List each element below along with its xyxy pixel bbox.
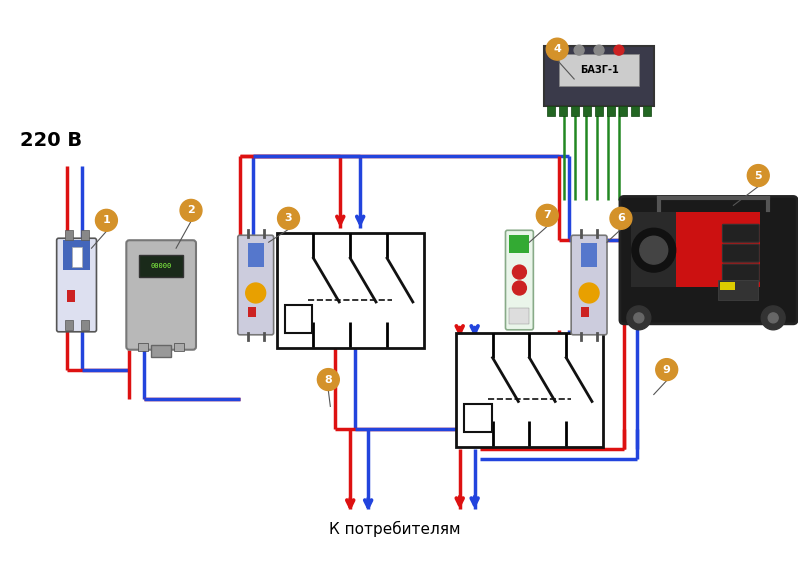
Circle shape — [614, 45, 624, 55]
Bar — [66, 290, 74, 302]
Bar — [510, 235, 530, 253]
Circle shape — [656, 359, 678, 380]
Text: 5: 5 — [754, 171, 762, 180]
Bar — [81, 320, 89, 330]
Bar — [248, 243, 264, 267]
FancyBboxPatch shape — [722, 264, 759, 282]
Circle shape — [546, 38, 568, 60]
Bar — [174, 343, 184, 351]
Circle shape — [640, 236, 668, 264]
Circle shape — [278, 208, 299, 229]
Bar — [571, 106, 579, 116]
Circle shape — [536, 205, 558, 227]
Circle shape — [513, 281, 526, 295]
Circle shape — [180, 199, 202, 221]
FancyBboxPatch shape — [571, 235, 607, 335]
FancyBboxPatch shape — [620, 197, 797, 324]
FancyBboxPatch shape — [126, 240, 196, 350]
Circle shape — [747, 165, 770, 187]
Text: 3: 3 — [285, 213, 292, 223]
Bar — [631, 212, 676, 287]
FancyBboxPatch shape — [57, 238, 97, 332]
Text: К потребителям: К потребителям — [330, 521, 461, 537]
Bar — [619, 106, 627, 116]
Text: 8: 8 — [325, 375, 332, 384]
Bar — [583, 106, 591, 116]
Circle shape — [627, 306, 650, 330]
Text: БАЗГ-1: БАЗГ-1 — [580, 65, 618, 75]
Bar — [631, 106, 639, 116]
Bar — [248, 307, 256, 317]
Circle shape — [634, 313, 644, 323]
Text: 9: 9 — [662, 365, 670, 375]
Circle shape — [513, 265, 526, 279]
Bar — [285, 305, 313, 333]
Bar — [65, 320, 73, 330]
FancyBboxPatch shape — [506, 230, 534, 330]
Bar — [721, 282, 735, 290]
Circle shape — [318, 369, 339, 391]
Circle shape — [632, 228, 676, 272]
Bar — [631, 212, 760, 287]
Bar — [62, 240, 90, 270]
Bar — [456, 333, 603, 447]
Text: 00000: 00000 — [150, 263, 172, 269]
Circle shape — [246, 283, 266, 303]
Bar — [464, 405, 491, 432]
Bar — [559, 54, 639, 86]
Bar — [65, 230, 73, 240]
Circle shape — [579, 283, 599, 303]
Text: 6: 6 — [617, 213, 625, 223]
Bar — [595, 106, 603, 116]
Circle shape — [95, 209, 118, 231]
Bar — [71, 247, 82, 267]
Bar — [139, 255, 183, 277]
Bar — [581, 307, 589, 317]
Circle shape — [610, 208, 632, 229]
Text: 220 В: 220 В — [20, 131, 82, 150]
Circle shape — [574, 45, 584, 55]
Bar — [607, 106, 615, 116]
FancyBboxPatch shape — [722, 244, 759, 262]
Bar — [151, 344, 171, 357]
Text: 4: 4 — [554, 44, 561, 54]
Text: 7: 7 — [543, 210, 551, 220]
Bar — [547, 106, 555, 116]
Bar — [544, 46, 654, 106]
Bar — [510, 308, 530, 324]
Bar — [277, 234, 424, 348]
Bar — [581, 243, 597, 267]
Bar — [643, 106, 650, 116]
Circle shape — [594, 45, 604, 55]
Text: 1: 1 — [102, 216, 110, 225]
Circle shape — [768, 313, 778, 323]
Bar — [138, 343, 148, 351]
Circle shape — [762, 306, 785, 330]
FancyBboxPatch shape — [722, 224, 759, 242]
FancyBboxPatch shape — [238, 235, 274, 335]
Bar — [81, 230, 89, 240]
Bar — [718, 280, 758, 300]
Text: 2: 2 — [187, 205, 195, 216]
Bar — [559, 106, 567, 116]
